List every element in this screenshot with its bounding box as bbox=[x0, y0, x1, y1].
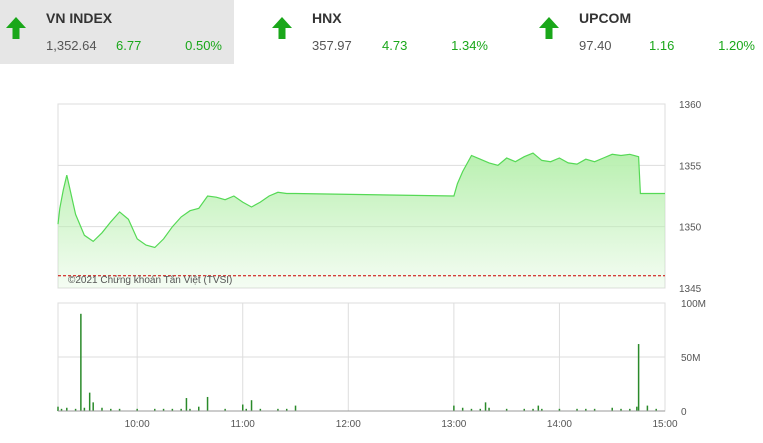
volume-bar bbox=[488, 407, 490, 411]
volume-bar bbox=[285, 408, 288, 411]
volume-bar bbox=[537, 405, 540, 411]
ticker-name: HNX bbox=[312, 10, 342, 26]
volume-bar bbox=[110, 408, 112, 411]
price-axis-tick: 1345 bbox=[679, 284, 702, 295]
volume-bar bbox=[484, 402, 487, 411]
volume-bar bbox=[60, 408, 63, 411]
ticker-upcom[interactable]: UPCOM 97.40 1.16 1.20% bbox=[533, 0, 763, 64]
volume-bar bbox=[118, 408, 121, 411]
volume-bar bbox=[136, 408, 138, 411]
volume-bar bbox=[162, 408, 165, 411]
volume-bar bbox=[294, 405, 297, 411]
copyright-watermark: ©2021 Chứng khoán Tân Việt (TVSI) bbox=[68, 275, 232, 286]
volume-bar bbox=[189, 408, 191, 411]
volume-bar bbox=[80, 313, 82, 411]
volume-bar bbox=[505, 408, 508, 411]
arrow-up-icon bbox=[272, 17, 292, 39]
volume-bar bbox=[620, 408, 622, 411]
volume-bar bbox=[558, 408, 561, 411]
price-axis-tick: 1360 bbox=[679, 100, 702, 111]
arrow-up-icon bbox=[6, 17, 26, 39]
volume-bar bbox=[523, 408, 525, 411]
volume-bar bbox=[541, 408, 543, 411]
volume-bar bbox=[576, 408, 578, 411]
volume-bar bbox=[479, 408, 482, 411]
volume-bar bbox=[171, 408, 174, 411]
ticker-vn-index[interactable]: VN INDEX 1,352.64 6.77 0.50% bbox=[0, 0, 234, 64]
volume-bar bbox=[470, 408, 473, 411]
ticker-price: 1,352.64 bbox=[46, 38, 97, 53]
volume-bar bbox=[198, 406, 200, 411]
ticker-price: 357.97 bbox=[312, 38, 352, 53]
time-axis-tick: 12:00 bbox=[336, 419, 361, 430]
price-axis-tick: 1355 bbox=[679, 161, 702, 172]
volume-axis-tick: 50M bbox=[681, 353, 700, 364]
volume-bar bbox=[83, 407, 86, 411]
volume-bar bbox=[461, 407, 464, 411]
ticker-values: 97.40 1.16 1.20% bbox=[579, 38, 755, 54]
volume-axis-tick: 100M bbox=[681, 299, 706, 310]
ticker-percent: 1.20% bbox=[718, 38, 755, 53]
volume-bar bbox=[241, 404, 244, 411]
time-axis-tick: 14:00 bbox=[547, 419, 572, 430]
volume-bar bbox=[629, 408, 631, 411]
volume-bar bbox=[637, 344, 640, 411]
ticker-percent: 1.34% bbox=[451, 38, 488, 53]
ticker-values: 357.97 4.73 1.34% bbox=[312, 38, 488, 54]
volume-bar bbox=[259, 408, 262, 411]
price-line bbox=[57, 152, 665, 249]
volume-bar bbox=[224, 408, 226, 411]
volume-bar bbox=[277, 408, 279, 411]
volume-bar bbox=[532, 408, 534, 411]
volume-bar bbox=[593, 408, 596, 411]
volume-bar bbox=[250, 400, 253, 411]
volume-bar bbox=[92, 402, 94, 411]
volume-bar bbox=[245, 408, 248, 411]
volume-bar bbox=[101, 407, 103, 411]
ticker-name: VN INDEX bbox=[46, 10, 113, 26]
volume-bar bbox=[180, 408, 182, 411]
ticker-values: 1,352.64 6.77 0.50% bbox=[46, 38, 222, 54]
volume-axis-tick: 0 bbox=[681, 407, 687, 418]
volume-bar bbox=[585, 408, 587, 411]
price-axis-tick: 1350 bbox=[679, 223, 702, 234]
time-axis-tick: 10:00 bbox=[125, 419, 150, 430]
volume-bar bbox=[88, 392, 91, 411]
ticker-change: 6.77 bbox=[116, 38, 142, 53]
volume-bar bbox=[154, 408, 156, 411]
volume-bar bbox=[655, 408, 657, 411]
time-axis-tick: 11:00 bbox=[231, 419, 256, 430]
ticker-percent: 0.50% bbox=[185, 38, 222, 53]
ticker-price: 97.40 bbox=[579, 38, 612, 53]
ticker-name: UPCOM bbox=[579, 10, 632, 26]
ticker-change: 1.16 bbox=[649, 38, 675, 53]
volume-bar bbox=[453, 405, 455, 411]
ticker-change: 4.73 bbox=[382, 38, 408, 53]
volume-bar bbox=[74, 408, 77, 411]
volume-bar bbox=[646, 405, 649, 411]
arrow-up-icon bbox=[539, 17, 559, 39]
time-axis-tick: 13:00 bbox=[441, 419, 466, 430]
ticker-hnx[interactable]: HNX 357.97 4.73 1.34% bbox=[266, 0, 500, 64]
time-axis-tick: 15:00 bbox=[652, 419, 677, 430]
volume-bar bbox=[611, 407, 613, 411]
volume-bar bbox=[66, 407, 68, 411]
volume-bar bbox=[185, 398, 188, 411]
volume-bar bbox=[636, 406, 638, 411]
price-area bbox=[58, 153, 665, 288]
volume-bar bbox=[206, 396, 209, 411]
volume-bar bbox=[57, 406, 59, 411]
